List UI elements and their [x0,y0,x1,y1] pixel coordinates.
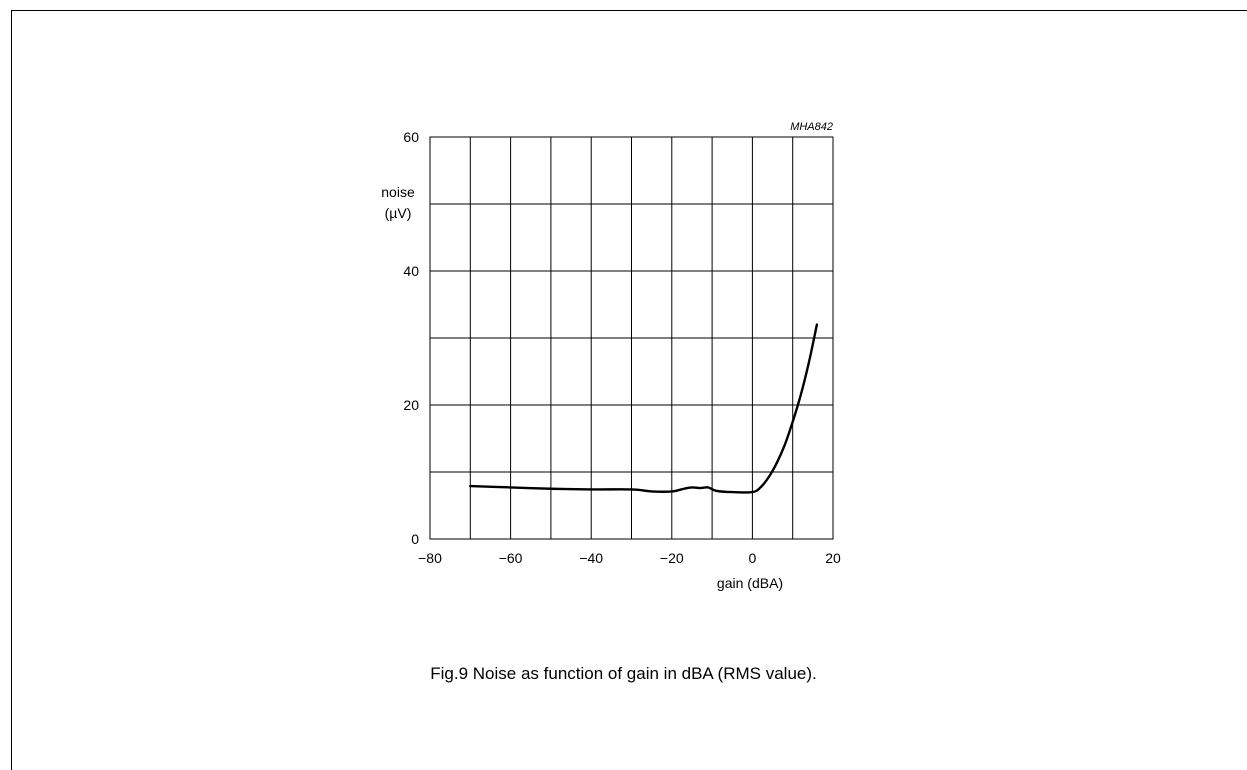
figure-code: MHA842 [790,121,833,133]
x-tick-label: −20 [660,550,684,566]
y-tick-label: 60 [403,129,419,145]
x-tick-label: 20 [825,550,841,566]
y-tick-label: 40 [403,263,419,279]
y-tick-label: 0 [411,531,419,547]
y-axis-label-line-1: noise [381,184,415,200]
x-tick-label: 0 [749,550,757,566]
x-tick-label: −60 [499,550,523,566]
grid-lines [430,137,833,539]
noise-curve [469,323,819,494]
y-tick-label: 20 [403,397,419,413]
x-tick-label: −40 [579,550,603,566]
figure-caption: Fig.9 Noise as function of gain in dBA (… [430,664,817,683]
x-tick-labels: −80 −60 −40 −20 0 20 [418,550,841,566]
y-axis-label-line-2: (µV) [385,205,412,221]
y-tick-labels: 0 20 40 60 [403,129,419,547]
x-axis-label: gain (dBA) [717,575,783,591]
x-tick-label: −80 [418,550,442,566]
plot-border [429,136,834,540]
figure-frame [11,10,1247,770]
